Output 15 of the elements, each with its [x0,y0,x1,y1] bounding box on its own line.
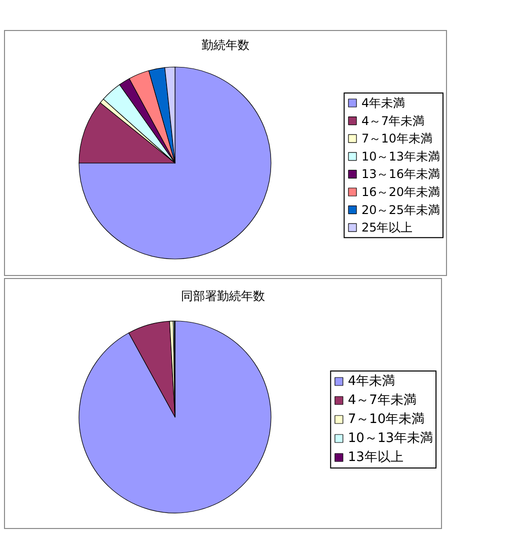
legend-label: 10～13年未満 [348,431,434,446]
legend-label: 10～13年未満 [361,149,440,164]
chart-title: 勤続年数 [202,38,250,52]
legend-label: 16～20年未満 [361,185,440,199]
legend-label: 4～7年未満 [348,393,416,408]
legend-label: 4～7年未満 [361,114,425,128]
legend-label: 7～10年未満 [348,412,425,427]
legend-label: 7～10年未満 [361,132,432,146]
legend-label: 13～16年未満 [361,167,440,182]
legend-label: 20～25年未満 [361,202,440,217]
legend-label: 25年以上 [361,220,413,235]
legend-label: 4年未満 [361,96,406,110]
legend-label: 4年未満 [348,374,396,389]
legend-label: 13年以上 [348,450,404,465]
chart-title: 同部署勤続年数 [181,289,265,303]
